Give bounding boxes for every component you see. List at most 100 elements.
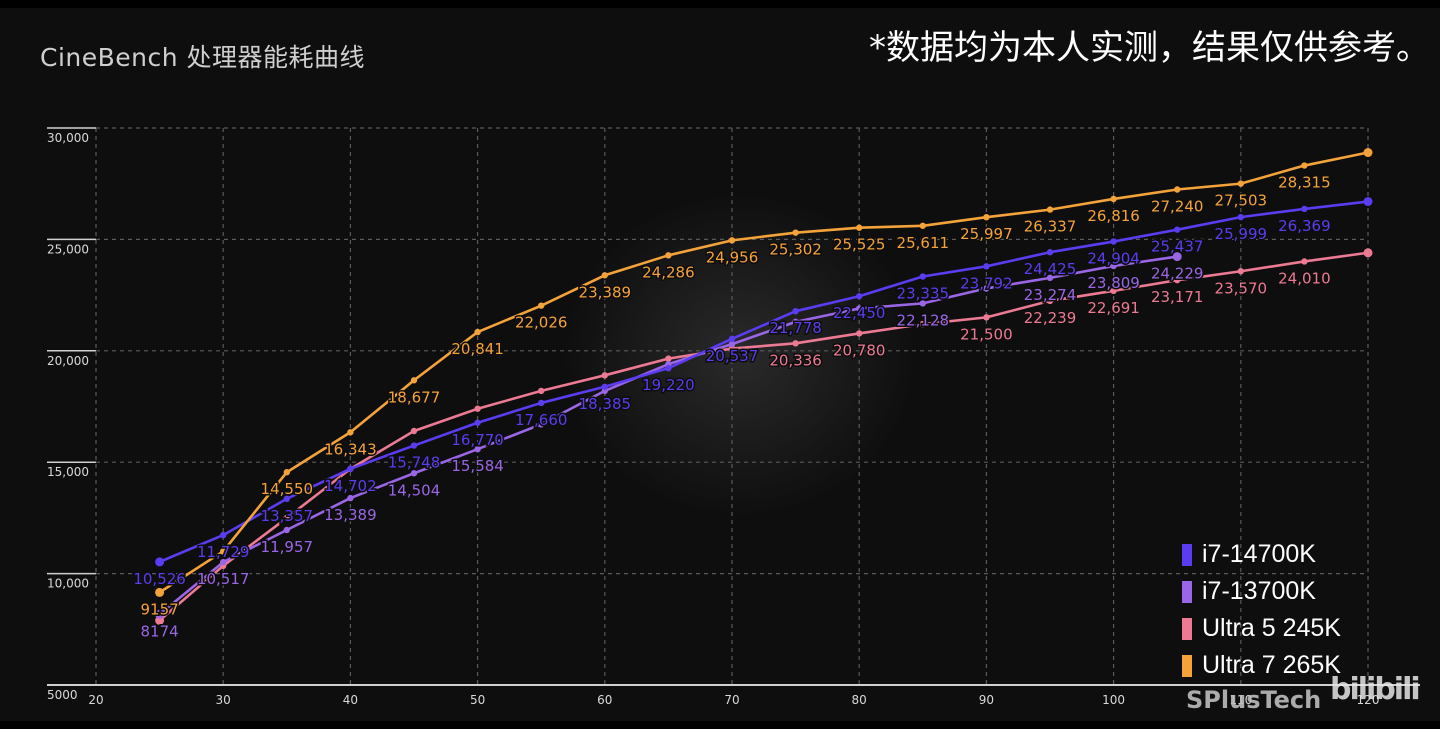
data-label: 20,336 xyxy=(769,351,822,369)
data-label: 23,389 xyxy=(579,283,632,301)
x-tick-label: 50 xyxy=(470,693,485,707)
data-point xyxy=(410,442,418,449)
legend-label: i7-14700K xyxy=(1202,540,1316,568)
data-point xyxy=(856,293,863,300)
data-point xyxy=(347,494,354,502)
x-tick-label: 110 xyxy=(1229,693,1252,707)
data-label: 13,389 xyxy=(324,506,377,524)
data-label: 23,274 xyxy=(1024,286,1077,304)
legend-swatch-icon xyxy=(1182,654,1192,677)
data-label: 24,904 xyxy=(1087,250,1140,268)
data-label: 22,691 xyxy=(1087,299,1140,317)
x-tick-label: 40 xyxy=(343,693,358,707)
data-point xyxy=(1301,162,1308,169)
data-point xyxy=(983,314,990,321)
x-tick-label: 90 xyxy=(979,693,994,707)
data-point xyxy=(728,340,736,348)
data-label: 18,677 xyxy=(388,388,441,406)
y-tick-label: 25,000 xyxy=(47,242,89,256)
data-label: 25,302 xyxy=(769,241,822,259)
legend-item-ultra-7-265k: Ultra 7 265K xyxy=(1182,647,1341,684)
data-label: 20,537 xyxy=(706,347,759,365)
data-point xyxy=(1046,297,1054,305)
x-tick-label: 60 xyxy=(597,693,612,707)
x-tick-label: 70 xyxy=(724,693,739,707)
data-point xyxy=(1174,226,1181,233)
data-label: 22,239 xyxy=(1024,309,1077,327)
data-point xyxy=(347,465,354,473)
data-label: 25,437 xyxy=(1151,238,1204,256)
data-label: 21,778 xyxy=(769,319,822,337)
data-point xyxy=(983,213,990,221)
data-point xyxy=(283,469,290,476)
data-point xyxy=(1046,274,1054,282)
data-point xyxy=(538,421,545,428)
data-point xyxy=(919,300,926,307)
author-watermark: SPlusTech xyxy=(1186,686,1322,714)
data-label: 23,335 xyxy=(897,284,950,302)
data-point xyxy=(1237,180,1245,187)
data-label: 18,385 xyxy=(579,395,632,413)
data-label: 24,425 xyxy=(1024,260,1077,278)
data-label: 10,526 xyxy=(133,570,186,588)
series-line xyxy=(159,200,1369,564)
data-point xyxy=(283,514,290,522)
data-point xyxy=(665,364,672,372)
data-point xyxy=(1172,252,1182,262)
chart-title: CineBench 处理器能耗曲线 xyxy=(40,43,366,72)
data-label: 17,660 xyxy=(515,411,568,429)
data-label: 8174 xyxy=(141,622,179,640)
data-label: 25,611 xyxy=(897,234,950,252)
series-line xyxy=(158,151,1369,594)
x-tick-label: 120 xyxy=(1357,693,1380,707)
data-point xyxy=(283,495,290,503)
data-point xyxy=(919,222,926,229)
data-point xyxy=(410,377,418,384)
data-point xyxy=(665,252,672,259)
data-point xyxy=(220,558,227,566)
data-point xyxy=(474,328,481,336)
data-point xyxy=(601,272,608,279)
data-label: 9157 xyxy=(141,600,179,618)
data-label: 16,770 xyxy=(451,431,504,449)
disclaimer-note: *数据均为本人实测，结果仅供参考。 xyxy=(869,28,1430,68)
data-point xyxy=(347,429,354,436)
data-point xyxy=(1174,276,1181,284)
data-label: 15,584 xyxy=(451,457,504,475)
y-tick-label: 30,000 xyxy=(47,131,89,145)
data-point xyxy=(1174,186,1181,193)
data-point xyxy=(1110,238,1117,245)
data-point xyxy=(601,372,608,379)
data-label: 26,369 xyxy=(1278,217,1331,235)
data-point xyxy=(1363,148,1373,158)
legend-label: i7-13700K xyxy=(1202,577,1316,605)
x-tick-label: 80 xyxy=(852,693,867,707)
data-label: 20,780 xyxy=(833,341,886,359)
data-point xyxy=(155,557,165,567)
series-line xyxy=(158,251,1369,622)
data-labels: 10,526 11,729 13,357 14,702 15,748 16,770 17,6… xyxy=(132,172,1332,642)
data-point xyxy=(474,445,481,453)
data-point xyxy=(1237,268,1245,275)
data-label: 27,240 xyxy=(1151,197,1204,215)
data-label: 19,220 xyxy=(642,376,695,394)
data-point xyxy=(155,587,165,597)
y-tick-label: 10,000 xyxy=(47,577,89,591)
data-label: 27,503 xyxy=(1215,192,1268,210)
data-point xyxy=(728,237,736,244)
data-label: 24,229 xyxy=(1151,265,1204,283)
data-point xyxy=(1046,249,1054,256)
data-point xyxy=(856,224,863,231)
data-point xyxy=(983,285,990,292)
data-label: 21,500 xyxy=(960,325,1013,343)
data-point xyxy=(792,307,799,315)
grid-lines xyxy=(95,127,1369,685)
data-point xyxy=(856,330,863,337)
data-point xyxy=(220,548,227,555)
legend-swatch-icon xyxy=(1182,617,1192,640)
data-point xyxy=(665,355,672,362)
data-label: 26,337 xyxy=(1024,218,1077,236)
data-point xyxy=(474,419,481,426)
legend-swatch-icon xyxy=(1182,543,1192,566)
